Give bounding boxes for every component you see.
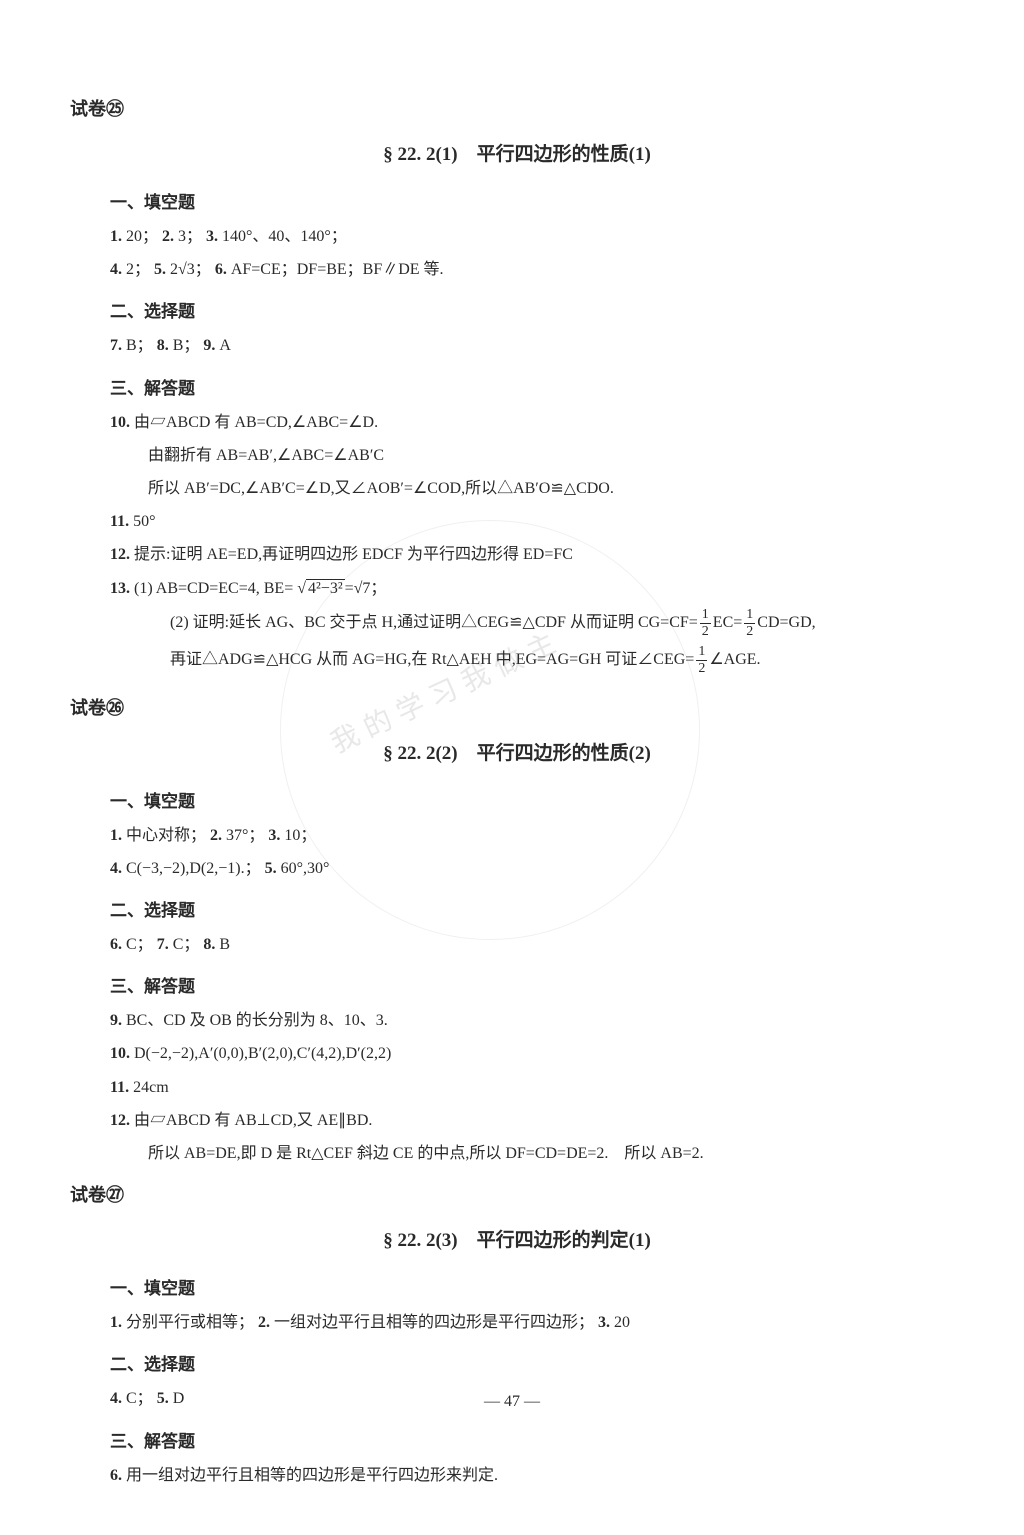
subheading: 三、解答题 — [70, 374, 964, 399]
volume-label-2: 试卷㉖ — [70, 694, 964, 720]
volume-label-3: 试卷㉗ — [70, 1181, 964, 1207]
subheading: 一、填空题 — [70, 787, 964, 812]
answer-line: 所以 AB=DE,即 D 是 Rt△CEF 斜边 CE 的中点,所以 DF=CD… — [70, 1140, 964, 1167]
subheading: 三、解答题 — [70, 1427, 964, 1452]
answer-line: 9.BC、CD 及 OB 的长分别为 8、10、3. — [70, 1007, 964, 1034]
answer-line: 由翻折有 AB=AB′,∠ABC=∠AB′C — [70, 442, 964, 469]
answer-line: 7.B； 8.B； 9.A — [70, 332, 964, 359]
subheading: 二、选择题 — [70, 1350, 964, 1375]
answer-line: 11.50° — [70, 508, 964, 535]
answer-line: 12.提示:证明 AE=ED,再证明四边形 EDCF 为平行四边形得 ED=FC — [70, 541, 964, 568]
subheading: 一、填空题 — [70, 188, 964, 213]
subheading: 三、解答题 — [70, 972, 964, 997]
answer-line: 所以 AB′=DC,∠AB′C=∠D,又∠AOB′=∠COD,所以△AB′O≌△… — [70, 475, 964, 502]
answer-line: 再证△ADG≌△HCG 从而 AG=HG,在 Rt△AEH 中,EG=AG=GH… — [70, 645, 964, 676]
section-title-2: § 22. 2(2) 平行四边形的性质(2) — [70, 738, 964, 765]
answer-line: 6.C； 7.C； 8.B — [70, 931, 964, 958]
answer-line: 12.由▱ABCD 有 AB⊥CD,又 AE∥BD. — [70, 1107, 964, 1134]
answer-line: 10.由▱ABCD 有 AB=CD,∠ABC=∠D. — [70, 409, 964, 436]
page-content: 试卷㉕ § 22. 2(1) 平行四边形的性质(1) 一、填空题 1.20； 2… — [0, 0, 1024, 1535]
subheading: 二、选择题 — [70, 297, 964, 322]
answer-line: 4.C(−3,−2),D(2,−1).； 5.60°,30° — [70, 855, 964, 882]
answer-line: 6.用一组对边平行且相等的四边形是平行四边形来判定. — [70, 1462, 964, 1489]
answer-line: (2) 证明:延长 AG、BC 交于点 H,通过证明△CEG≌△CDF 从而证明… — [70, 608, 964, 639]
volume-label-1: 试卷㉕ — [70, 95, 964, 121]
answer-line: 1.分别平行或相等； 2.一组对边平行且相等的四边形是平行四边形； 3.20 — [70, 1309, 964, 1336]
subheading: 一、填空题 — [70, 1274, 964, 1299]
subheading: 二、选择题 — [70, 896, 964, 921]
section-title-1: § 22. 2(1) 平行四边形的性质(1) — [70, 139, 964, 166]
answer-line: 1.中心对称； 2.37°； 3.10； — [70, 822, 964, 849]
answer-line: 11.24cm — [70, 1074, 964, 1101]
answer-line: 1.20； 2.3； 3.140°、40、140°； — [70, 223, 964, 250]
answer-line: 10.D(−2,−2),A′(0,0),B′(2,0),C′(4,2),D′(2… — [70, 1040, 964, 1067]
answer-line: 13.(1) AB=CD=EC=4, BE= √4²−3²=√7； — [70, 575, 964, 602]
answer-line: 4.2； 5.2√3； 6.AF=CE；DF=BE；BF∥DE 等. — [70, 256, 964, 283]
section-title-3: § 22. 2(3) 平行四边形的判定(1) — [70, 1225, 964, 1252]
page-number: — 47 — — [0, 1393, 1024, 1411]
